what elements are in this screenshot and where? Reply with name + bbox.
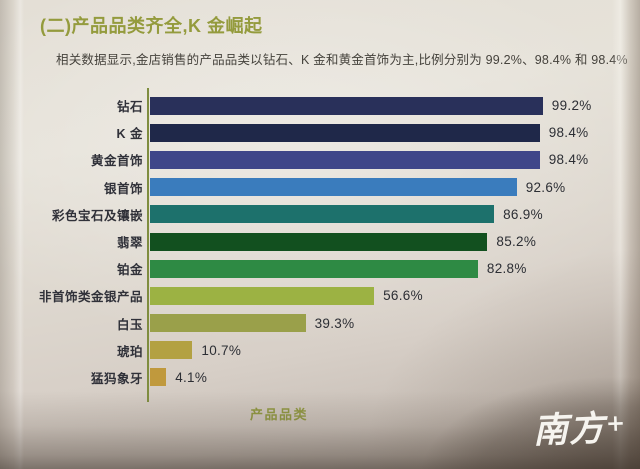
bar — [150, 286, 375, 305]
category-label: 琥珀 — [116, 344, 143, 359]
bar — [150, 123, 540, 142]
x-axis-title: 产品品类 — [250, 407, 309, 422]
bar — [150, 368, 167, 387]
category-label: 彩色宝石及镶嵌 — [51, 208, 143, 223]
value-label: 85.2% — [496, 234, 537, 250]
bar-row: 4.1% — [150, 364, 630, 391]
value-label: 82.8% — [486, 261, 527, 277]
category-label: 银首饰 — [103, 181, 143, 196]
value-label: 39.3% — [314, 315, 355, 331]
bar — [150, 259, 478, 278]
bar — [150, 205, 495, 224]
category-label: 非首饰类金银产品 — [38, 290, 143, 305]
bar-row: 39.3% — [150, 310, 630, 337]
page-title: (二)产品品类齐全,K 金崛起 — [40, 16, 263, 36]
bar — [150, 96, 543, 115]
category-label: 钻石 — [116, 100, 143, 115]
value-label: 4.1% — [175, 369, 208, 385]
bar — [150, 232, 488, 251]
category-label: 白玉 — [116, 317, 143, 332]
value-label: 98.4% — [548, 152, 589, 168]
value-label: 98.4% — [548, 125, 589, 141]
category-label: K 金 — [116, 127, 143, 142]
bar — [150, 150, 540, 169]
bar — [150, 341, 193, 360]
value-label: 10.7% — [201, 342, 242, 358]
value-label: 92.6% — [525, 179, 566, 195]
category-label: 翡翠 — [116, 236, 143, 251]
bar-row: 56.6% — [150, 282, 630, 309]
bar — [150, 178, 517, 197]
bar-row: 10.7% — [150, 337, 630, 364]
nanfang-logo-text: 南方 — [532, 408, 606, 452]
value-label: 86.9% — [503, 206, 543, 222]
bar-row: 98.4% — [150, 146, 630, 173]
category-label: 黄金首饰 — [90, 154, 143, 169]
bar-row: 85.2% — [150, 228, 630, 255]
category-label: 铂金 — [116, 263, 143, 278]
page-subtitle: 相关数据显示,金店销售的产品品类以钻石、K 金和黄金首饰为主,比例分别为 99.… — [56, 53, 628, 67]
bar-row: 99.2% — [150, 92, 630, 119]
value-label: 56.6% — [383, 288, 423, 304]
y-axis-line — [147, 88, 149, 402]
bar-rows: 99.2% 98.4% 98.4% 92.6% 86.9% 85.2% 82.8% 56.6%… — [150, 92, 630, 391]
bar-row: 82.8% — [150, 255, 630, 282]
bar-row: 98.4% — [150, 119, 630, 146]
value-label: 99.2% — [551, 98, 592, 114]
category-labels: 钻石 K 金黄金首饰银首饰彩色宝石及镶嵌翡翠铂金非首饰类金银产品白玉琥珀猛犸象牙 — [30, 92, 143, 391]
category-label: 猛犸象牙 — [90, 371, 143, 386]
bar-row: 92.6% — [150, 174, 630, 201]
plus-icon: + — [605, 409, 627, 438]
nanfang-plus-logo: 南方+ — [532, 408, 627, 452]
bar — [150, 314, 306, 333]
bar-row: 86.9% — [150, 201, 630, 228]
